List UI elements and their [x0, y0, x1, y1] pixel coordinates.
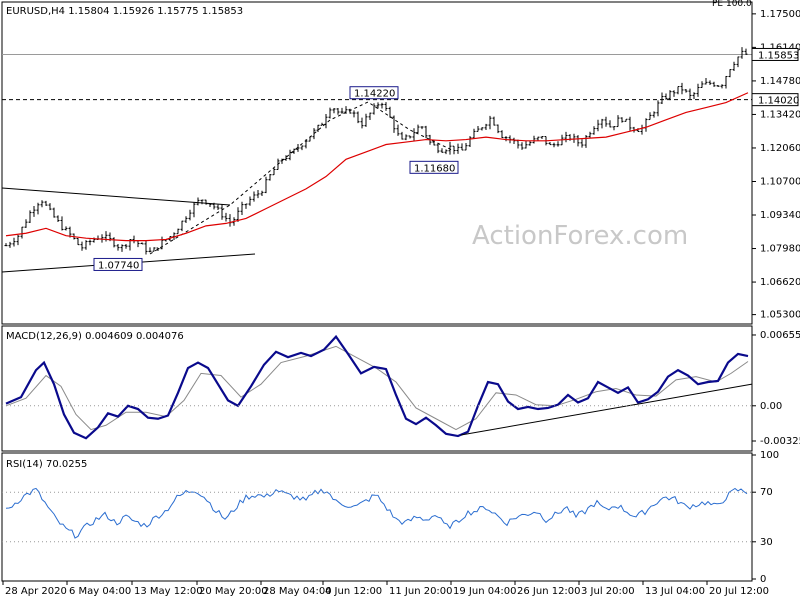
x-tick-label: 20 Jul 12:00: [709, 586, 769, 597]
rsi-tick-label: 30: [760, 537, 773, 548]
price-tick-label: 1.10700: [760, 176, 800, 187]
rsi-header: RSI(14) 70.0255: [6, 459, 87, 470]
level-price-box: [751, 93, 799, 107]
annotation-box: [349, 86, 399, 100]
price-panel: [1, 1, 753, 325]
x-tick-label: 4 Jun 12:00: [325, 586, 382, 597]
macd-tick-label: 0.00: [760, 401, 782, 412]
level-price-label: 1.14020: [758, 96, 799, 107]
annotation-label: 1.14220: [354, 89, 395, 100]
x-tick-label: 20 May 20:00: [199, 586, 268, 597]
price-tick-label: 1.07980: [760, 244, 800, 255]
x-tick-label: 28 Apr 2020: [5, 586, 67, 597]
macd-tick-label: 0.006554: [760, 330, 800, 341]
rsi-tick-label: 70: [760, 487, 773, 498]
wave-dashed-line: [149, 101, 453, 255]
rsi-tick-label: 100: [760, 450, 779, 461]
price-tick-label: 1.06620: [760, 277, 800, 288]
annotation-box: [93, 257, 143, 271]
annotation-box: [409, 160, 459, 174]
current-price-box: [751, 47, 799, 61]
x-tick-label: 13 May 12:00: [134, 586, 203, 597]
price-annotations: 1.14220 1.11680 1.07740: [93, 86, 459, 271]
macd-trendline: [460, 383, 753, 436]
rsi-series-line: [5, 487, 748, 539]
rsi-tick-label: 0: [760, 574, 766, 585]
corner-label: PE 100.0: [712, 0, 752, 9]
price-tick-label: 1.09340: [760, 210, 800, 221]
rsi-lines: [5, 487, 748, 539]
macd-axis: 0.006554 0.00 -0.003259: [2, 330, 800, 447]
price-grid: [2, 53, 752, 101]
x-tick-label: 13 Jul 04:00: [645, 586, 705, 597]
x-tick-label: 11 Jun 20:00: [389, 586, 453, 597]
watermark: ActionForex.com: [472, 221, 688, 251]
macd-lines: [5, 334, 753, 440]
rsi-panel: [1, 452, 753, 582]
macd-panel: [1, 325, 753, 452]
x-tick-label: 6 May 04:00: [69, 586, 131, 597]
rsi-axis: 100 70 30 0: [2, 450, 779, 585]
x-tick-label: 28 May 04:00: [263, 586, 332, 597]
price-tick-label: 1.13420: [760, 109, 800, 120]
annotation-label: 1.07740: [98, 260, 139, 271]
triangle-upper-line: [1, 187, 231, 206]
ma-series-line: [5, 92, 749, 242]
macd-series-line: [5, 334, 749, 440]
price-tick-label: 1.17500: [760, 9, 800, 20]
price-tick-label: 1.16140: [760, 42, 800, 53]
price-tick-label: 1.05300: [760, 310, 800, 321]
macd-header: MACD(12,26,9) 0.004609 0.004076: [6, 331, 184, 342]
x-tick-label: 26 Jun 12:00: [517, 586, 581, 597]
annotation-label: 1.11680: [414, 163, 455, 174]
x-tick-label: 3 Jul 20:00: [581, 586, 635, 597]
price-axis: 1.17500 1.16140 1.14780 1.13420 1.12060 1.107…: [751, 9, 800, 321]
candles: [4, 47, 748, 255]
price-header: EURUSD,H4 1.15804 1.15926 1.15775 1.1585…: [6, 6, 243, 17]
current-price-label: 1.15853: [758, 50, 799, 61]
macd-tick-label: -0.003259: [760, 436, 800, 447]
price-tick-label: 1.12060: [760, 143, 800, 154]
price-tick-label: 1.14780: [760, 76, 800, 87]
moving-average: [5, 92, 749, 242]
x-tick-label: 19 Jun 04:00: [453, 586, 517, 597]
